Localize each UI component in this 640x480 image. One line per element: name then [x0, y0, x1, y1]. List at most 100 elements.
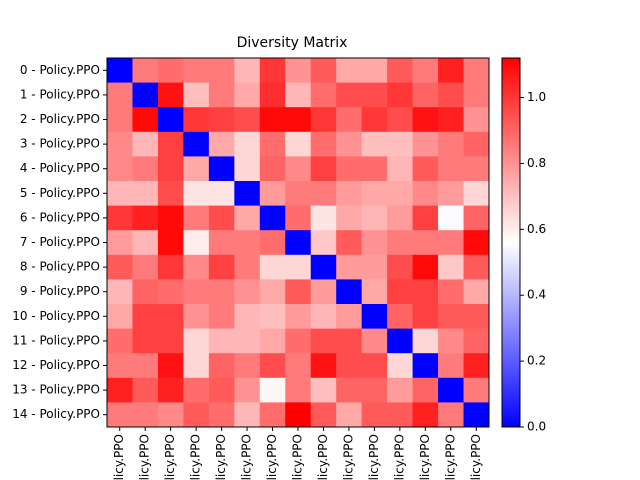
y-tick-label: 11 - Policy.PPO [12, 333, 100, 347]
heatmap-cell [336, 402, 363, 428]
heatmap-cell [208, 58, 235, 84]
heatmap-cell [157, 230, 184, 256]
heatmap-cell [259, 181, 286, 207]
heatmap-cell [259, 353, 286, 379]
y-tick-label: 3 - Policy.PPO [20, 137, 100, 151]
heatmap-cell [259, 304, 286, 330]
heatmap-cell [463, 107, 490, 133]
x-tick-label: 11 - Policy.PPO [392, 434, 406, 480]
y-tick-label: 1 - Policy.PPO [20, 87, 100, 101]
heatmap-cell [387, 279, 414, 305]
x-tick-label: 12 - Policy.PPO [418, 434, 432, 480]
y-tick-label: 12 - Policy.PPO [12, 358, 100, 372]
heatmap-cell [285, 328, 312, 354]
heatmap-cell [387, 328, 414, 354]
heatmap-cell [361, 279, 388, 305]
heatmap-cell [285, 254, 312, 280]
heatmap-cell [285, 304, 312, 330]
y-tick-label: 5 - Policy.PPO [20, 186, 100, 200]
x-tick-label: 1 - Policy.PPO [138, 434, 152, 480]
heatmap-cell [387, 377, 414, 403]
heatmap-cell [183, 328, 210, 354]
heatmap-cell [336, 279, 363, 305]
heatmap-cell [132, 58, 159, 84]
heatmap-cell [310, 402, 337, 428]
heatmap-cell [259, 230, 286, 256]
heatmap-cell [208, 156, 235, 182]
heatmap-cell [285, 279, 312, 305]
y-tick-label: 6 - Policy.PPO [20, 210, 100, 224]
heatmap-cell [132, 181, 159, 207]
heatmap-cell [463, 377, 490, 403]
heatmap-cell [157, 377, 184, 403]
heatmap-cell [107, 230, 133, 256]
heatmap-cell [208, 181, 235, 207]
x-tick-label: 7 - Policy.PPO [291, 434, 305, 480]
heatmap-cell [107, 304, 133, 330]
heatmap-cell [463, 181, 490, 207]
heatmap-cell [387, 402, 414, 428]
heatmap-cell [157, 181, 184, 207]
heatmap-cell [387, 230, 414, 256]
heatmap-cell [438, 254, 465, 280]
heatmap-cell [208, 328, 235, 354]
heatmap-cell [285, 205, 312, 231]
colorbar-tick-label: 0.2 [527, 354, 546, 368]
heatmap-cell [336, 156, 363, 182]
heatmap-cell [438, 328, 465, 354]
heatmap-cell [412, 131, 439, 157]
heatmap-cell [463, 82, 490, 108]
heatmap-cell [183, 58, 210, 84]
x-tick-label: 10 - Policy.PPO [367, 434, 381, 480]
heatmap-cell [259, 254, 286, 280]
heatmap-cell [208, 377, 235, 403]
heatmap-cell [107, 131, 133, 157]
heatmap-cell [107, 353, 133, 379]
heatmap-cell [132, 353, 159, 379]
x-tick-label: 14 - Policy.PPO [469, 434, 483, 480]
heatmap-cell [412, 353, 439, 379]
heatmap-cell [387, 58, 414, 84]
x-tick-label: 8 - Policy.PPO [316, 434, 330, 480]
heatmap-cell [208, 279, 235, 305]
heatmap-cell [438, 304, 465, 330]
heatmap-cell [259, 58, 286, 84]
heatmap-cell [438, 82, 465, 108]
heatmap-cell [387, 82, 414, 108]
heatmap-cell [310, 328, 337, 354]
heatmap-cell [132, 107, 159, 133]
heatmap-cell [310, 82, 337, 108]
heatmap-cell [310, 304, 337, 330]
heatmap-cell [234, 254, 261, 280]
heatmap-cell [285, 230, 312, 256]
heatmap-cell [387, 304, 414, 330]
heatmap-cell [361, 230, 388, 256]
heatmap-cell [183, 131, 210, 157]
heatmap-cell [463, 205, 490, 231]
heatmap-cell [387, 156, 414, 182]
heatmap-cell [259, 402, 286, 428]
x-tick-label: 2 - Policy.PPO [163, 434, 177, 480]
heatmap-cell [183, 181, 210, 207]
heatmap-cell [387, 131, 414, 157]
heatmap-cell [208, 230, 235, 256]
heatmap-cell [208, 254, 235, 280]
heatmap-cell [387, 353, 414, 379]
heatmap-cell [412, 328, 439, 354]
heatmap-cell [132, 304, 159, 330]
heatmap-cell [285, 353, 312, 379]
colorbar-tick-label: 1.0 [527, 90, 546, 104]
colorbar-tick-label: 0.8 [527, 156, 546, 170]
heatmap-cell [463, 402, 490, 428]
heatmap-cell [234, 402, 261, 428]
heatmap-cell [234, 279, 261, 305]
heatmap-cell [310, 205, 337, 231]
heatmap-cell [412, 58, 439, 84]
heatmap-cell [107, 82, 133, 108]
heatmap-cell [157, 254, 184, 280]
heatmap-cell [336, 205, 363, 231]
heatmap-cell [157, 328, 184, 354]
heatmap-cell [463, 58, 490, 84]
heatmap-cell [285, 181, 312, 207]
heatmap-cell [208, 353, 235, 379]
